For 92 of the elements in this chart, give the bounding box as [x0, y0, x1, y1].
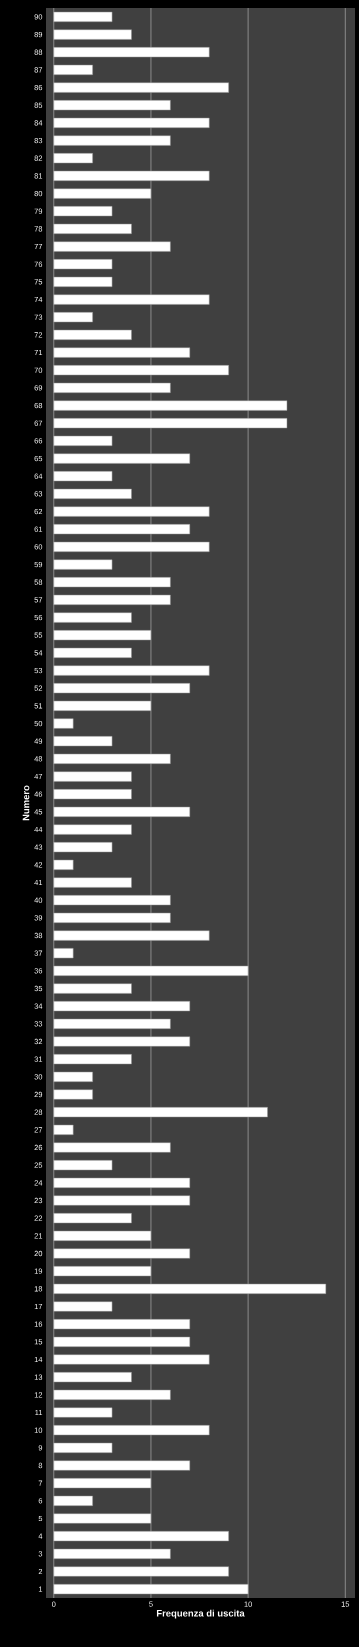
bar [53, 135, 171, 146]
bar [53, 1124, 74, 1135]
bar [53, 577, 171, 588]
bar [53, 1495, 93, 1506]
bar [53, 1531, 229, 1542]
bar [53, 753, 171, 764]
bar [53, 877, 132, 888]
bar [53, 1407, 113, 1418]
bar [53, 1319, 191, 1330]
bar [53, 700, 152, 711]
bar [53, 1442, 113, 1453]
bar [53, 912, 171, 923]
bar [53, 294, 210, 305]
bar [53, 400, 288, 411]
bar [53, 223, 132, 234]
bar [53, 1248, 191, 1259]
bar [53, 100, 171, 111]
bar [53, 435, 113, 446]
bar [53, 665, 210, 676]
bar [53, 1213, 132, 1224]
bar [53, 1160, 113, 1171]
bar [53, 117, 210, 128]
bar [53, 559, 113, 570]
bar [53, 683, 191, 694]
bar [53, 1478, 152, 1489]
bar [53, 1548, 171, 1559]
bar [53, 1301, 113, 1312]
y-axis-title: Numero [22, 785, 30, 821]
bar [53, 188, 152, 199]
bar [53, 718, 74, 729]
bar [53, 347, 191, 358]
bar [53, 418, 288, 429]
bar [53, 488, 132, 499]
bar [53, 1195, 191, 1206]
bar [53, 1177, 191, 1188]
bar [53, 1566, 229, 1577]
bar [53, 859, 74, 870]
bar [53, 1054, 132, 1065]
bar [53, 1460, 191, 1471]
bar [53, 1036, 191, 1047]
bar [53, 594, 171, 605]
bar [53, 1018, 171, 1029]
bar [53, 365, 229, 376]
bar [53, 329, 132, 340]
bar [53, 382, 171, 393]
bar [53, 1336, 191, 1347]
bar [53, 965, 249, 976]
bar [53, 983, 132, 994]
bar [53, 736, 113, 747]
bar [53, 1513, 152, 1524]
bar [53, 64, 93, 75]
bar [53, 930, 210, 941]
bar [53, 948, 74, 959]
bar [53, 471, 113, 482]
bar [53, 524, 191, 535]
bar [53, 541, 210, 552]
bar [53, 789, 132, 800]
bar [53, 170, 210, 181]
bar [53, 206, 113, 217]
bar [53, 771, 132, 782]
bar [53, 895, 171, 906]
bar [53, 11, 113, 22]
bar [53, 1354, 210, 1365]
bar [53, 1584, 249, 1595]
bar [53, 612, 132, 623]
bar [53, 241, 171, 252]
bar [53, 1107, 268, 1118]
bar [53, 1389, 171, 1400]
bar [53, 1230, 152, 1241]
bar [53, 82, 229, 93]
x-axis-title: Frequenza di uscita [156, 1609, 245, 1619]
bar [53, 1071, 93, 1082]
bar [53, 1425, 210, 1436]
bar [53, 824, 132, 835]
bar [53, 312, 93, 323]
bar [53, 630, 152, 641]
bar [53, 453, 191, 464]
bar [53, 276, 113, 287]
bar [53, 1089, 93, 1100]
bar [53, 153, 93, 164]
bar [53, 647, 132, 658]
bar [53, 1266, 152, 1277]
bar [53, 47, 210, 58]
bar [53, 1001, 191, 1012]
bar [53, 29, 132, 40]
bar [53, 806, 191, 817]
bar [53, 506, 210, 517]
bar [53, 259, 113, 270]
bar [53, 1142, 171, 1153]
bar [53, 842, 113, 853]
bar [53, 1372, 132, 1383]
bar [53, 1283, 327, 1294]
